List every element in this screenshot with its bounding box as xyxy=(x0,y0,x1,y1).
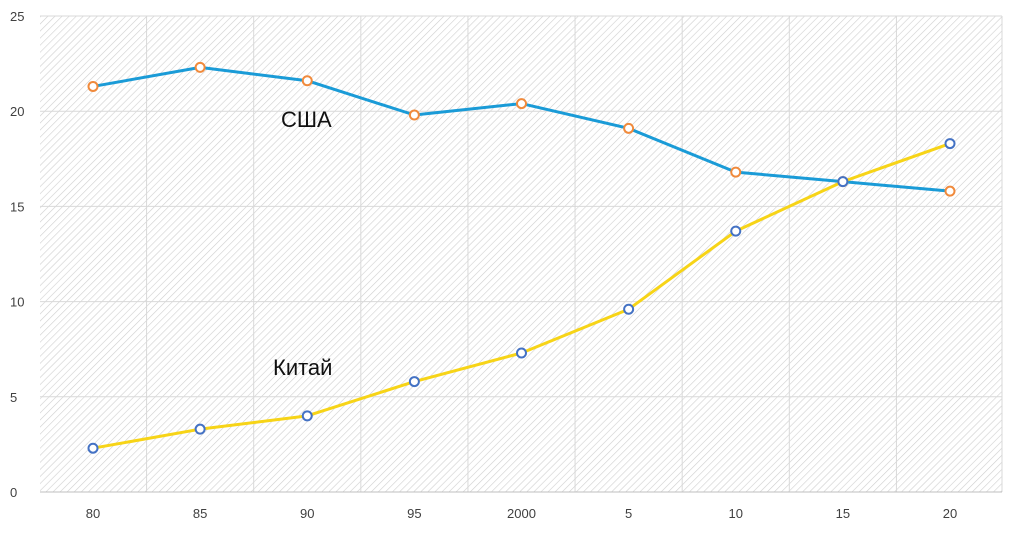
axes: 0 5 10 15 20 25 80 85 90 95 2000 5 10 15 20 xyxy=(10,9,1002,521)
data-point xyxy=(516,98,527,110)
y-tick-label: 20 xyxy=(10,104,24,119)
data-point xyxy=(408,376,420,388)
data-point xyxy=(87,80,99,92)
series-labels: США Китай xyxy=(273,107,332,380)
y-tick-label: 0 xyxy=(10,485,17,500)
x-tick-label: 90 xyxy=(300,506,314,521)
y-tick-label: 15 xyxy=(10,199,24,214)
data-point xyxy=(516,347,527,359)
y-tick-label: 25 xyxy=(10,9,24,24)
data-point xyxy=(730,225,742,237)
series-label: США xyxy=(281,107,332,132)
x-tick-label: 20 xyxy=(943,506,957,521)
data-point xyxy=(194,61,206,73)
data-markers xyxy=(87,61,956,454)
x-tick-label: 95 xyxy=(407,506,421,521)
data-point xyxy=(194,423,206,435)
data-point xyxy=(87,442,99,454)
x-tick-label: 80 xyxy=(86,506,100,521)
data-point xyxy=(623,303,635,315)
data-point xyxy=(408,109,420,121)
data-point xyxy=(301,410,313,422)
gridlines xyxy=(40,15,1003,492)
data-point xyxy=(623,122,635,134)
y-tick-label: 5 xyxy=(10,390,17,405)
data-point xyxy=(944,185,956,197)
data-point xyxy=(301,75,313,87)
data-point xyxy=(837,176,849,188)
x-tick-label: 15 xyxy=(836,506,850,521)
data-point xyxy=(944,138,956,150)
series-label: Китай xyxy=(273,355,332,380)
x-tick-label: 10 xyxy=(729,506,743,521)
y-tick-label: 10 xyxy=(10,295,24,310)
x-tick-label: 5 xyxy=(625,506,632,521)
plot-area-background xyxy=(40,16,1002,492)
x-tick-label: 85 xyxy=(193,506,207,521)
x-tick-label: 2000 xyxy=(507,506,536,521)
data-point xyxy=(730,166,742,178)
